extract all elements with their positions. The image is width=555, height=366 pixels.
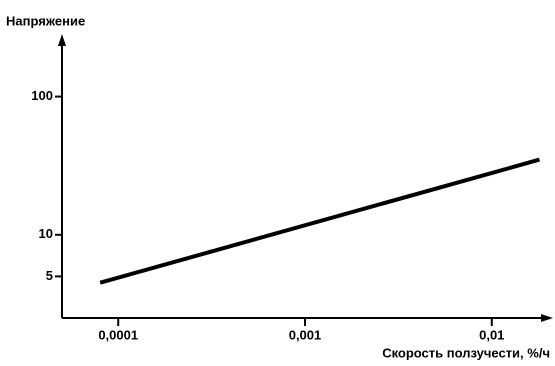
x-tick-label: 0,0001: [98, 327, 138, 342]
data-line: [99, 157, 540, 285]
x-tick-label: 0,01: [479, 327, 504, 342]
y-axis-arrow: [58, 34, 66, 46]
x-tick-label: 0,001: [289, 327, 322, 342]
y-tick-label: 100: [31, 88, 53, 103]
y-tick-label: 10: [39, 226, 53, 241]
y-axis-title: Напряжение: [6, 13, 85, 28]
y-tick-label: 5: [46, 268, 53, 283]
x-axis-title: Скорость ползучести, %/ч: [382, 345, 550, 360]
x-axis-arrow: [541, 314, 553, 322]
